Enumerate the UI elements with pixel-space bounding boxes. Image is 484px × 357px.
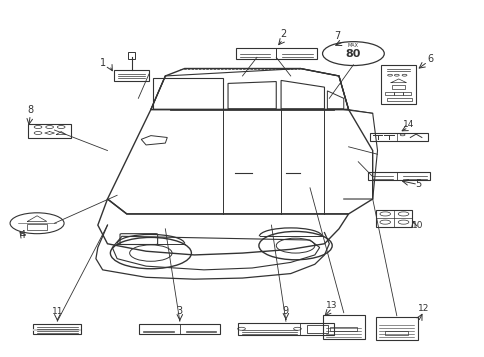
Text: 7: 7	[333, 31, 339, 41]
Text: 2: 2	[279, 29, 286, 39]
Text: MAX: MAX	[347, 43, 358, 48]
Text: 14: 14	[402, 120, 413, 130]
Text: 6: 6	[427, 54, 433, 64]
Text: 3: 3	[176, 306, 182, 316]
Text: 80: 80	[345, 49, 361, 59]
Text: 1: 1	[99, 57, 106, 67]
FancyBboxPatch shape	[33, 329, 81, 331]
Text: 8: 8	[27, 105, 33, 115]
Text: 9: 9	[282, 306, 288, 316]
Text: 10: 10	[411, 221, 423, 230]
Text: 13: 13	[326, 301, 337, 310]
Text: 12: 12	[417, 304, 429, 313]
Text: 4: 4	[19, 230, 26, 240]
Text: 11: 11	[51, 307, 63, 316]
Text: 5: 5	[414, 179, 420, 189]
